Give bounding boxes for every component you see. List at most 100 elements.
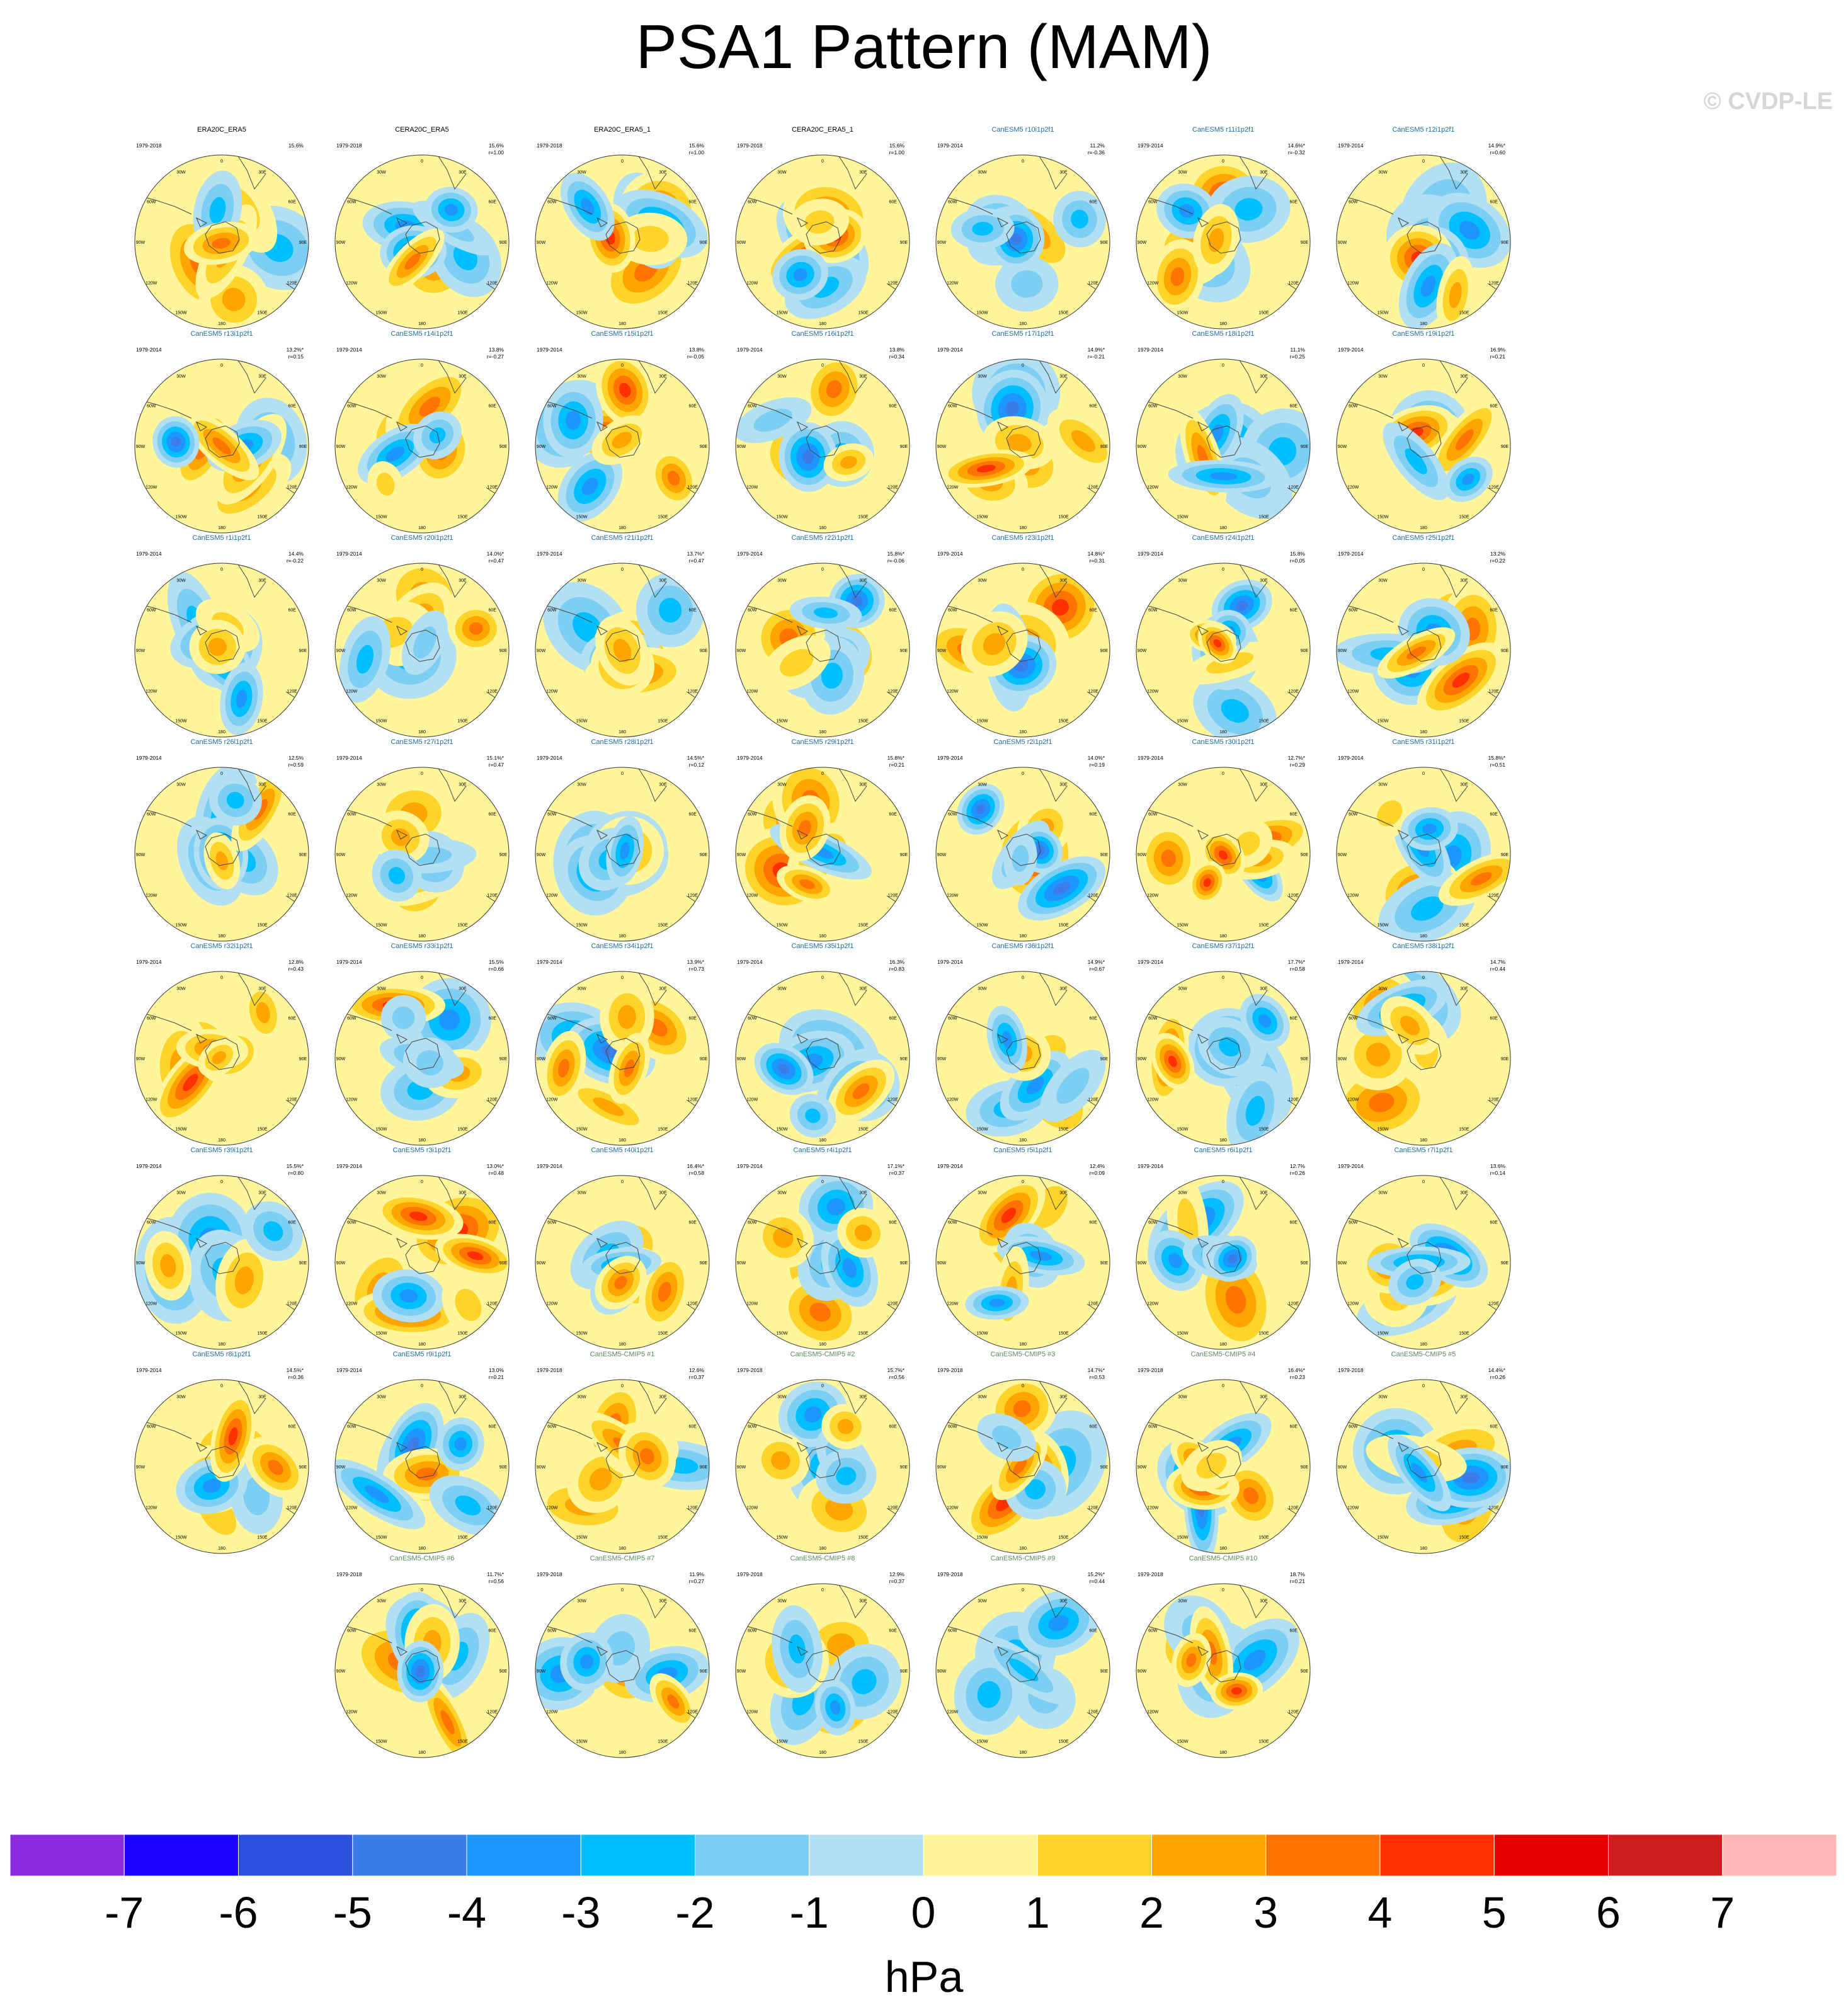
- coastline: [237, 564, 266, 598]
- panel-pct: 15.6%: [488, 142, 504, 149]
- lon-label: 0: [220, 568, 223, 572]
- contour-fill: [226, 792, 244, 809]
- colorbar-box: [1493, 1834, 1609, 1877]
- lon-label: 90W: [336, 853, 346, 857]
- lon-label: 30W: [377, 1395, 386, 1399]
- lon-label: 120E: [1489, 1098, 1500, 1102]
- contour-fill: [1209, 472, 1238, 481]
- panel-pct: 13.8%: [688, 346, 704, 353]
- lon-label: 90E: [1301, 241, 1309, 245]
- lon-label: 30E: [1260, 170, 1268, 174]
- contour-fill: [1459, 220, 1480, 240]
- lon-label: 90W: [737, 649, 746, 653]
- colorbar-box: [809, 1834, 924, 1877]
- panel-corr: r=-0.36: [1087, 149, 1105, 156]
- contour-fill: [805, 1108, 821, 1123]
- panel-corr: r=0.31: [1089, 558, 1105, 564]
- contour-fill: [1221, 699, 1249, 723]
- panel-period: 1979-2014: [336, 1163, 362, 1169]
- panel-pct: 15.2%*: [1087, 1571, 1105, 1577]
- panel-period: 1979-2014: [1138, 551, 1163, 557]
- lon-label: 120W: [746, 282, 758, 286]
- lon-label: 90E: [499, 853, 508, 857]
- lon-label: 0: [1022, 1588, 1024, 1593]
- lon-label: 30E: [258, 1191, 266, 1195]
- lon-label: 30E: [1260, 1599, 1268, 1603]
- lon-label: 90W: [136, 1465, 145, 1470]
- contour-fill: [203, 1479, 221, 1493]
- lon-label: 60E: [1089, 404, 1097, 409]
- lon-label: 90W: [537, 853, 546, 857]
- contour-fill: [667, 471, 680, 486]
- lon-label: 150W: [576, 311, 588, 316]
- lon-label: 150W: [175, 515, 187, 520]
- lon-label: 30W: [176, 1191, 186, 1195]
- panel-variance: 14.4% r=-0.22: [287, 551, 304, 564]
- lon-label: 30W: [377, 1191, 386, 1195]
- panel-period: 1979-2014: [537, 959, 562, 965]
- panel-pct: 13.6%: [1490, 1163, 1505, 1169]
- coastline: [797, 1645, 841, 1683]
- map-panel: CanESM5 r8i1p2f1 1979-2014 14.5%* r=0.36 0 30…: [127, 1351, 316, 1554]
- panel-period: 1979-2014: [1138, 959, 1163, 965]
- map-border: [535, 1175, 710, 1350]
- panel-period: 1979-2014: [737, 346, 763, 353]
- panel-title: CanESM5-CMIP5 #7: [590, 1555, 655, 1562]
- contour-fill: [830, 1700, 841, 1715]
- panel-title: CanESM5 r18i1p2f1: [1192, 330, 1255, 338]
- panel-variance: 15.5% r=0.66: [489, 959, 504, 973]
- colorbar-box: [1379, 1834, 1495, 1877]
- panel-title: CanESM5 r35i1p2f1: [791, 942, 854, 950]
- lon-label: 120E: [287, 1506, 298, 1511]
- contour-fill: [852, 1083, 870, 1099]
- panel-variance: 15.8% r=0.05: [1290, 551, 1305, 564]
- contour-fill: [1052, 598, 1069, 616]
- colorbar-box: [580, 1834, 695, 1877]
- lon-label: 0: [220, 1180, 223, 1184]
- lon-label: 150E: [1459, 311, 1469, 316]
- coastline: [596, 1441, 641, 1479]
- lon-label: 90W: [136, 853, 145, 857]
- lon-label: 30W: [1378, 374, 1388, 379]
- lon-label: 60W: [347, 1629, 356, 1633]
- panel-period: 1979-2014: [537, 551, 562, 557]
- coastline: [1239, 768, 1268, 803]
- lon-label: 60E: [1089, 609, 1097, 613]
- panel-period: 1979-2018: [737, 142, 763, 149]
- panel-title: CanESM5-CMIP5 #10: [1189, 1555, 1258, 1562]
- panel-pct: 15.6%: [688, 142, 704, 149]
- lon-label: 60E: [488, 1425, 496, 1429]
- contour-fill: [391, 828, 411, 846]
- lon-label: 180: [619, 1547, 626, 1551]
- coastline: [797, 421, 841, 458]
- lon-label: 0: [621, 976, 624, 980]
- lon-label: 30W: [777, 578, 787, 583]
- coastline: [638, 972, 667, 1007]
- lon-label: 60E: [488, 1629, 496, 1633]
- map-border: [334, 563, 510, 738]
- map-panel: CanESM5 r13i1p2f1 1979-2014 13.2%* r=0.15 0 3…: [127, 330, 316, 534]
- panel-title: CanESM5 r40i1p2f1: [591, 1147, 654, 1154]
- lon-label: 60W: [748, 1629, 757, 1633]
- lon-label: 120W: [746, 1710, 758, 1715]
- panel-period: 1979-2018: [1138, 1367, 1163, 1373]
- lon-label: 150W: [375, 1536, 387, 1540]
- lon-label: 0: [1022, 772, 1024, 776]
- lon-label: 150E: [257, 1332, 268, 1336]
- lon-label: 60E: [1089, 1017, 1097, 1021]
- contour-fill: [582, 478, 598, 496]
- coastline: [237, 156, 266, 190]
- lon-label: 90E: [1501, 1465, 1509, 1470]
- map-border: [735, 1583, 910, 1758]
- panel-variance: 11.1% r=0.25: [1290, 346, 1305, 360]
- coastline: [638, 1380, 667, 1415]
- lon-label: 90W: [737, 1057, 746, 1061]
- lon-label: 90W: [937, 1261, 947, 1266]
- lon-label: 60E: [1490, 404, 1498, 409]
- lon-label: 150W: [175, 924, 187, 928]
- panel-period: 1979-2014: [1338, 1163, 1364, 1169]
- lon-label: 90W: [537, 445, 546, 449]
- map-panel: CanESM5 r38i1p2f1 1979-2014 14.7% r=0.44 0 30…: [1329, 942, 1518, 1146]
- lon-label: 120W: [346, 690, 358, 694]
- panel-period: 1979-2018: [336, 1571, 362, 1577]
